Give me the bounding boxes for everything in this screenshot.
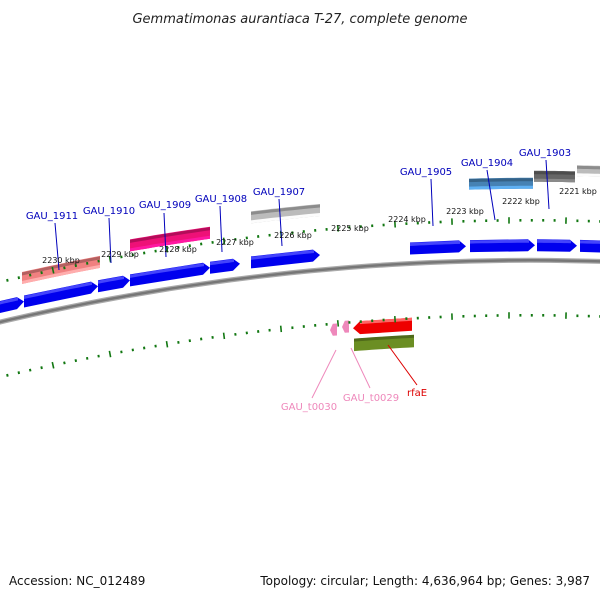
- outer-ring-major-tick: [51, 266, 55, 274]
- trna-arrow-gau-t0029[interactable]: [342, 320, 349, 333]
- leader-line-1: [54, 222, 60, 271]
- tick-labels: 2230 kbp 2229 kbp 2228 kbp 2227 kbp 2226…: [42, 187, 597, 265]
- leader-line-6: [430, 178, 434, 227]
- inner-ring-major-tick: [222, 332, 226, 340]
- map-title: Gemmatimonas aurantiaca T-27, complete g…: [132, 12, 467, 27]
- gene-label-gau-1911[interactable]: GAU_1911: [26, 211, 78, 222]
- outer-ring-minor-tick: [17, 276, 21, 280]
- annotation-band-gau-1909-top-edge: [130, 227, 210, 243]
- gene-label-gau-1904[interactable]: GAU_1904: [461, 158, 513, 169]
- scale-ticks: [6, 217, 600, 377]
- inner-ring-minor-tick: [40, 366, 43, 370]
- cds-arrow-6[interactable]: [251, 249, 320, 269]
- outer-ring-major-tick: [108, 255, 112, 263]
- outer-ring-minor-tick: [28, 273, 32, 277]
- tick-label-2222: 2222 kbp: [502, 197, 540, 206]
- tick-label-2228: 2228 kbp: [159, 245, 197, 254]
- cds-arrow-highlight: [130, 263, 204, 278]
- inner-ring-major-tick: [51, 361, 55, 369]
- tick-label-2229: 2229 kbp: [101, 250, 139, 259]
- outer-ring-minor-tick: [40, 271, 43, 275]
- tick-label-2230: 2230 kbp: [42, 256, 80, 265]
- gene-label-gau-t0029[interactable]: GAU_t0029: [343, 393, 399, 404]
- cds-arrow-4[interactable]: [130, 262, 210, 287]
- gene-label-gau-1907[interactable]: GAU_1907: [253, 187, 305, 198]
- gene-label-gau-1905[interactable]: GAU_1905: [400, 167, 452, 178]
- annotation-band-gau-1903-bottom-edge: [534, 178, 575, 183]
- annotation-band-gau-1904-top-edge: [469, 178, 533, 183]
- inner-ring-major-tick: [279, 325, 283, 333]
- cds-arrow-highlight: [24, 281, 92, 299]
- annotation-band-gau-1904-bottom-edge: [469, 185, 533, 190]
- outer-ring-major-tick: [336, 225, 340, 232]
- gene-label-gau-1909[interactable]: GAU_1909: [139, 200, 191, 211]
- inner-ring-major-tick: [336, 320, 340, 327]
- inner-ring-major-tick: [108, 350, 112, 358]
- annotation-band-gau-1902-bottom-edge: [577, 173, 600, 177]
- leader-line-2: [108, 217, 112, 264]
- feature-tracks: [0, 165, 600, 352]
- outer-ring-major-tick: [222, 237, 226, 245]
- leader-line-4: [219, 205, 223, 253]
- cds-arrow-highlight: [98, 276, 124, 284]
- annotation-band-gau-1909-bottom-edge: [130, 235, 210, 252]
- gene-label-rfae[interactable]: rfaE: [407, 388, 427, 399]
- outer-ring-minor-tick: [6, 278, 9, 282]
- inner-ring-minor-tick: [74, 359, 78, 363]
- inner-ring-minor-tick: [63, 361, 66, 365]
- trna-arrow-gau-t0030[interactable]: [330, 323, 337, 336]
- tick-label-2223: 2223 kbp: [446, 207, 484, 216]
- cds-arrow-highlight: [470, 239, 529, 244]
- gene-labels: GAU_1911 GAU_1910 GAU_1909 GAU_1908 GAU_…: [26, 148, 571, 413]
- gene-label-gau-t0030[interactable]: GAU_t0030: [281, 402, 337, 413]
- cds-arrow-2[interactable]: [24, 281, 98, 308]
- tick-label-2227: 2227 kbp: [216, 238, 254, 247]
- leader-line-5: [278, 198, 283, 247]
- annotation-band-gau-1907-bottom-edge: [251, 213, 320, 224]
- tick-label-2225: 2225 kbp: [331, 224, 369, 233]
- inner-ring-minor-tick: [6, 373, 9, 377]
- annotation-band-gau-1907-top-edge: [251, 204, 320, 215]
- cds-arrow-highlight: [210, 259, 234, 266]
- inner-ring-minor-tick: [28, 368, 32, 372]
- leader-line-11: [387, 344, 418, 386]
- leader-line-8: [545, 159, 550, 210]
- outer-ring-minor-tick: [63, 266, 66, 270]
- tick-label-2221: 2221 kbp: [559, 187, 597, 196]
- inner-ring-minor-tick: [17, 371, 21, 375]
- tick-label-2224: 2224 kbp: [388, 215, 426, 224]
- annotation-band-gau-1902-top-edge: [577, 165, 600, 170]
- outer-ring-minor-tick: [74, 264, 78, 268]
- cds-arrow-highlight: [251, 250, 314, 260]
- annotation-band-rfae-top-edge: [354, 334, 414, 342]
- leader-line-3: [163, 212, 167, 258]
- cds-arrow-rfae-highlight: [360, 317, 412, 325]
- cds-arrow-highlight: [0, 297, 18, 305]
- gene-label-gau-1908[interactable]: GAU_1908: [195, 194, 247, 205]
- label-leader-lines: [54, 159, 550, 399]
- leader-line-9: [311, 349, 337, 399]
- accession-text: Accession: NC_012489: [9, 574, 145, 588]
- cds-arrow-highlight: [410, 240, 460, 246]
- gene-label-gau-1910[interactable]: GAU_1910: [83, 206, 135, 217]
- annotation-band-gau-1911-bottom-edge: [22, 264, 100, 284]
- leader-line-7: [486, 169, 496, 221]
- annotation-band-gau-1911-top-edge: [22, 256, 100, 276]
- leader-line-10: [350, 347, 371, 389]
- tick-label-2226: 2226 kbp: [274, 231, 312, 240]
- cds-arrow-highlight: [537, 239, 571, 244]
- gene-label-gau-1903[interactable]: GAU_1903: [519, 148, 571, 159]
- cds-arrow-highlight: [580, 240, 600, 244]
- annotation-band-gau-1903-top-edge: [534, 171, 575, 175]
- outer-ring-major-tick: [165, 245, 169, 253]
- inner-ring-major-tick: [165, 340, 169, 348]
- genome-backbone: [0, 259, 600, 324]
- genome-summary-text: Topology: circular; Length: 4,636,964 bp…: [259, 574, 590, 588]
